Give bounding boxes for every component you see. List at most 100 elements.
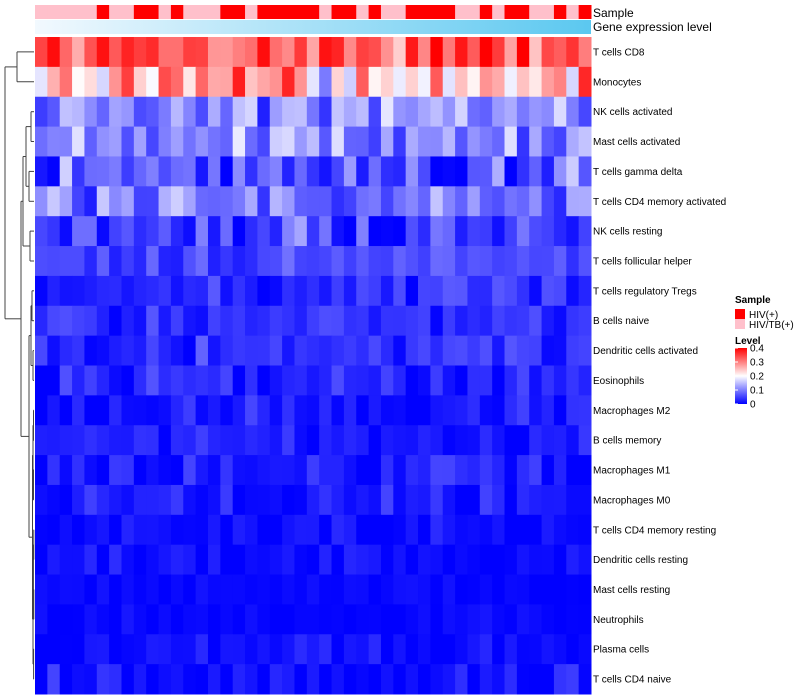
heatmap-cell — [380, 96, 394, 128]
heatmap-cell — [35, 37, 48, 68]
heatmap-cell — [59, 395, 73, 426]
legend-level-tick-label: 0.3 — [750, 358, 764, 369]
heatmap-cell — [269, 514, 283, 546]
heatmap-cell — [47, 66, 61, 98]
heatmap-cell — [331, 335, 345, 366]
heatmap-cell — [479, 574, 493, 605]
heatmap-cell — [183, 305, 197, 337]
heatmap-cell — [430, 156, 444, 187]
heatmap-cell — [35, 126, 48, 157]
heatmap-cell — [282, 395, 295, 426]
heatmap-cell — [35, 96, 48, 128]
heatmap-cell — [35, 365, 48, 396]
heatmap-cell — [578, 216, 592, 247]
heatmap-cell — [257, 395, 271, 426]
heatmap-cell — [35, 484, 48, 516]
heatmap-cell — [84, 156, 98, 187]
sample-cell — [566, 5, 580, 19]
heatmap-cell — [245, 455, 258, 486]
heatmap-cell — [183, 156, 197, 187]
heatmap-cell — [207, 37, 221, 68]
heatmap-cell — [541, 275, 555, 307]
heatmap-cell — [35, 425, 48, 456]
heatmap-cell — [245, 425, 258, 456]
heatmap-cell — [553, 514, 567, 546]
heatmap-cell — [380, 455, 394, 486]
heatmap-cell — [442, 395, 456, 426]
heatmap-cell — [96, 455, 110, 486]
heatmap-cell — [455, 514, 468, 546]
row-label: Macrophages M2 — [593, 406, 671, 417]
heatmap-cell — [146, 37, 160, 68]
heatmap-cell — [442, 126, 456, 157]
row-label: T cells CD4 memory activated — [593, 197, 726, 208]
heatmap-cell — [59, 425, 73, 456]
heatmap-cell — [553, 96, 567, 128]
heatmap-cell — [133, 186, 147, 217]
heatmap-cell — [368, 216, 382, 247]
heatmap-cell — [479, 365, 493, 396]
heatmap-cell — [294, 604, 308, 635]
heatmap-cell — [282, 305, 295, 337]
heatmap-cell — [96, 186, 110, 217]
heatmap-cell — [109, 544, 122, 576]
heatmap-cell — [356, 96, 370, 128]
heatmap-cell — [516, 634, 530, 665]
heatmap-cell — [319, 664, 333, 695]
heatmap-cell — [245, 156, 258, 187]
heatmap-cell — [158, 305, 172, 337]
heatmap-cell — [207, 186, 221, 217]
heatmap-cell — [467, 96, 481, 128]
heatmap-cell — [541, 96, 555, 128]
heatmap-cell — [47, 365, 61, 396]
heatmap-cell — [356, 66, 370, 98]
heatmap-cell — [294, 574, 308, 605]
heatmap-cell — [455, 156, 468, 187]
heatmap-cell — [430, 186, 444, 217]
heatmap-cell — [319, 574, 333, 605]
heatmap-cell — [306, 156, 320, 187]
heatmap-cell — [566, 544, 580, 576]
heatmap-cell — [418, 425, 431, 456]
heatmap-cell — [455, 604, 468, 635]
heatmap-cell — [430, 216, 444, 247]
heatmap-cell — [133, 275, 147, 307]
heatmap-cell — [269, 275, 283, 307]
heatmap-cell — [319, 544, 333, 576]
heatmap-cell — [492, 395, 506, 426]
heatmap-cell — [504, 156, 518, 187]
heatmap-cell — [430, 425, 444, 456]
row-label: Plasma cells — [593, 645, 649, 656]
heatmap-cell — [294, 484, 308, 516]
heatmap-cell — [306, 514, 320, 546]
heatmap-cell — [553, 275, 567, 307]
heatmap-cell — [306, 335, 320, 366]
heatmap-cell — [553, 664, 567, 695]
heatmap-cell — [578, 246, 592, 277]
heatmap-cell — [294, 96, 308, 128]
heatmap-cell — [170, 664, 184, 695]
heatmap-cell — [504, 455, 518, 486]
heatmap-cell — [442, 455, 456, 486]
heatmap-cell — [306, 574, 320, 605]
sample-cell — [96, 5, 110, 19]
heatmap-cell — [479, 186, 493, 217]
heatmap-cell — [319, 66, 333, 98]
heatmap-cell — [405, 66, 419, 98]
dendrogram — [4, 51, 35, 680]
heatmap-cell — [170, 66, 184, 98]
heatmap-cell — [96, 604, 110, 635]
heatmap-cell — [405, 544, 419, 576]
heatmap-cell — [84, 37, 98, 68]
heatmap-cell — [269, 96, 283, 128]
heatmap-cell — [72, 305, 85, 337]
heatmap-cell — [418, 634, 431, 665]
heatmap-cell — [455, 395, 468, 426]
heatmap-cell — [232, 37, 246, 68]
heatmap-cell — [245, 126, 258, 157]
heatmap-cell — [220, 216, 234, 247]
heatmap-cell — [232, 544, 246, 576]
heatmap-cell — [245, 634, 258, 665]
heatmap-cell — [72, 574, 85, 605]
heatmap-cell — [121, 574, 135, 605]
